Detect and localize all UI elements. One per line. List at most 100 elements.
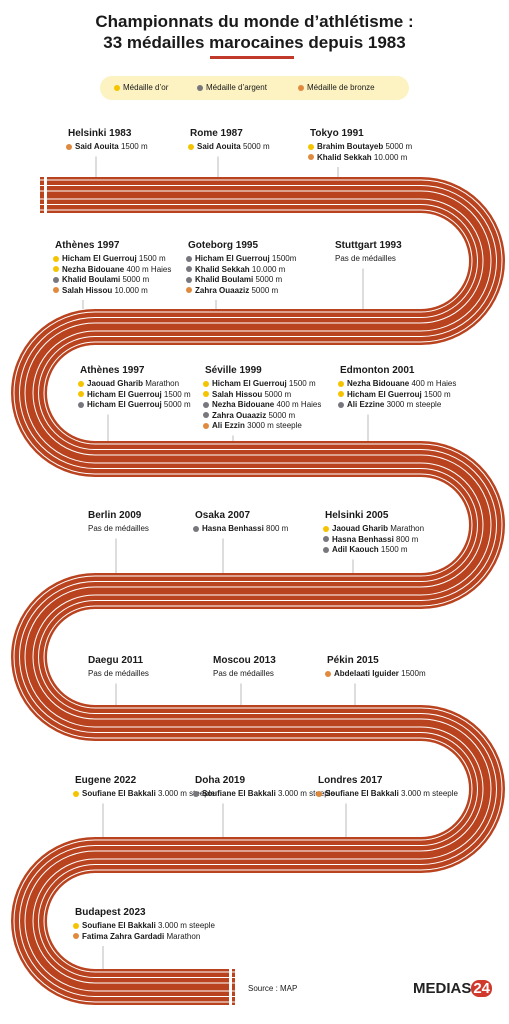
- event: 3000 m steeple: [386, 400, 442, 409]
- athlete: Salah Hissou: [212, 389, 263, 399]
- medal-entry: Hicham El Guerrouj 1500 m: [78, 390, 191, 399]
- medal-entry: Khalid Sekkah 10.000 m: [186, 265, 285, 274]
- medal-entry: Khalid Boulami 5000 m: [53, 275, 149, 284]
- athlete: Soufiane El Bakkali: [82, 921, 156, 930]
- medal-dot: [53, 266, 59, 272]
- medal-entry: Hicham El Guerrouj 1500m: [186, 254, 296, 263]
- athlete: Fatima Zahra Gardadi: [82, 931, 165, 941]
- medal-entry: Ali Ezzin 3000 m steeple: [203, 421, 302, 430]
- medal-dot: [338, 380, 344, 387]
- event-city: Stuttgart 1993: [335, 240, 402, 251]
- title: Championnats du monde d’athlétisme :: [95, 12, 414, 31]
- event: 3000 m steeple: [247, 421, 302, 430]
- medal-entry: Salah Hissou 10.000 m: [53, 286, 148, 295]
- medal-entry: Hicham El Guerrouj 1500 m: [53, 254, 166, 263]
- event: 3.000 m steeple: [401, 789, 458, 798]
- medal-dot: [338, 401, 344, 408]
- medal-entry: Soufiane El Bakkali 3.000 m steeple: [193, 789, 335, 798]
- event-city: Doha 2019: [195, 775, 246, 786]
- athlete: Hicham El Guerrouj: [62, 254, 137, 263]
- athlete: Khalid Boulami: [195, 275, 254, 284]
- medal-dot: [73, 933, 79, 939]
- medal-dot: [193, 790, 199, 797]
- legend-label: Médaille d’argent: [206, 83, 267, 92]
- event: Marathon: [390, 524, 425, 533]
- event-city: Moscou 2013: [213, 655, 276, 666]
- athlete: Zahra Ouaaziz: [195, 285, 250, 295]
- medal-dot: [53, 287, 59, 293]
- medal-entry: Hicham El Guerrouj 1500 m: [203, 379, 316, 388]
- athlete: Ali Ezzin: [212, 421, 245, 430]
- event: 5000 m: [242, 142, 270, 151]
- legend-dot: [197, 84, 203, 91]
- logo-number: 24: [471, 980, 493, 997]
- event: 5000 m: [255, 275, 283, 284]
- medal-dot: [78, 391, 84, 397]
- legend-label: Médaille de bronze: [307, 83, 375, 92]
- event-city: Eugene 2022: [75, 775, 137, 786]
- medal-entry: Jaouad Gharib Marathon: [78, 379, 179, 388]
- athlete: Hicham El Guerrouj: [195, 254, 270, 263]
- event: 3.000 m steeple: [158, 921, 215, 930]
- athlete: Hicham El Guerrouj: [347, 389, 422, 399]
- medal-dot: [78, 401, 84, 408]
- event: 3.000 m steeple: [158, 789, 215, 798]
- event-note: Pas de médailles: [88, 669, 149, 678]
- athlete: Jaouad Gharib: [332, 524, 389, 533]
- event-city: Helsinki 2005: [325, 510, 389, 521]
- medal-dot: [53, 276, 59, 283]
- athlete: Zahra Ouaaziz: [212, 410, 267, 420]
- athlete: Said Aouita: [75, 142, 119, 151]
- event-city: Goteborg 1995: [188, 240, 259, 251]
- athlete: Khalid Sekkah: [195, 264, 250, 274]
- event-city: Rome 1987: [190, 128, 243, 139]
- start-line: [44, 177, 47, 213]
- medal-dot: [73, 790, 79, 797]
- event: 10.000 m: [114, 285, 148, 295]
- medal-dot: [316, 790, 322, 797]
- title: 33 médailles marocaines depuis 1983: [103, 33, 406, 52]
- event: 5000 m: [163, 400, 191, 409]
- athlete: Khalid Sekkah: [317, 152, 372, 162]
- event-city: Athènes 1997: [55, 240, 120, 251]
- event: 1500 m: [423, 389, 451, 399]
- event-city: Londres 2017: [318, 775, 383, 786]
- medal-dot: [203, 412, 209, 418]
- logo: MEDIAS 24: [413, 980, 493, 997]
- medal-entry: Zahra Ouaaziz 5000 m: [186, 286, 278, 295]
- legend-dot: [298, 84, 304, 91]
- event: Marathon: [166, 931, 201, 941]
- source: Source : MAP: [248, 984, 298, 993]
- finish-line: [229, 969, 232, 1005]
- medal-dot: [188, 143, 194, 150]
- athlete: Soufiane El Bakkali: [202, 789, 276, 798]
- medal-dot: [323, 546, 329, 553]
- athlete: Soufiane El Bakkali: [325, 789, 399, 798]
- legend-item: Médaille de bronze: [298, 83, 375, 92]
- medal-entry: Hasna Benhassi 800 m: [193, 524, 288, 533]
- medal-dot: [53, 255, 59, 262]
- event-city: Athènes 1997: [80, 365, 145, 376]
- medal-entry: Said Aouita 5000 m: [188, 142, 270, 151]
- medal-entry: Zahra Ouaaziz 5000 m: [203, 411, 295, 420]
- event-city: Pékin 2015: [327, 655, 379, 666]
- medal-dot: [186, 276, 192, 283]
- medal-dot: [338, 391, 344, 397]
- medal-entry: Jaouad Gharib Marathon: [323, 524, 424, 533]
- athlete: Nezha Bidouane: [347, 379, 410, 388]
- medal-dot: [73, 922, 79, 929]
- athlete: Adil Kaouch: [332, 545, 379, 554]
- event-city: Séville 1999: [205, 365, 262, 376]
- athlete: Jaouad Gharib: [87, 379, 144, 388]
- track-lane: [25, 191, 491, 991]
- track: [11, 177, 505, 1005]
- athlete: Hasna Benhassi: [202, 524, 264, 533]
- legend-dot: [114, 84, 120, 91]
- event-note: Pas de médailles: [335, 254, 396, 263]
- medal-dot: [193, 525, 199, 532]
- medal-entry: Ali Ezzine 3000 m steeple: [338, 400, 441, 409]
- event-city: Helsinki 1983: [68, 128, 132, 139]
- event: 800 m: [266, 524, 289, 533]
- medal-dot: [203, 401, 209, 408]
- athlete: Ali Ezzine: [347, 400, 385, 409]
